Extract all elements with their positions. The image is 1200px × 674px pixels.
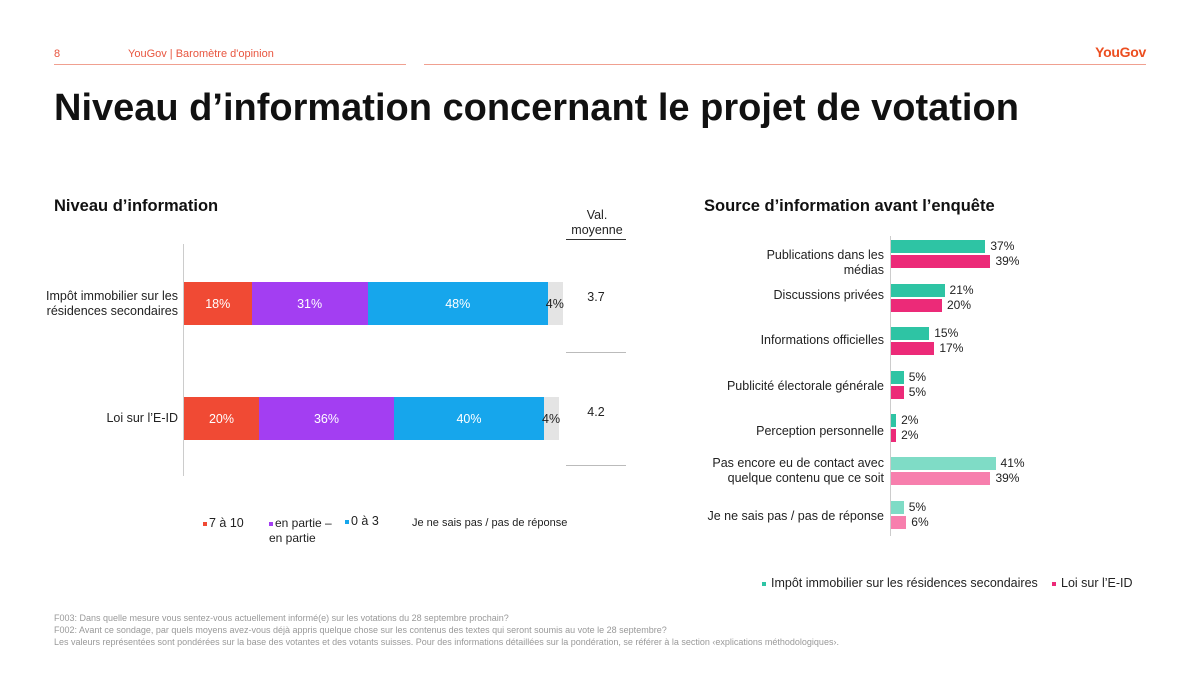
footnote-weighting: Les valeurs représentées sont pondérées … xyxy=(54,637,839,647)
data-label: 5% xyxy=(908,500,927,514)
right-chart-subtitle: Source d’information avant l’enquête xyxy=(704,197,995,215)
category-label: Pas encore eu de contact avec quelque co… xyxy=(712,456,884,485)
bar xyxy=(891,240,986,253)
category-label: Je ne sais pas / pas de réponse xyxy=(707,509,884,523)
bar xyxy=(891,327,930,340)
bar xyxy=(891,501,904,514)
category-label: Discussions privées xyxy=(773,288,884,302)
mean-value: 3.7 xyxy=(587,290,605,304)
legend-swatch xyxy=(762,581,766,586)
category-label: Loi sur l’E-ID xyxy=(106,411,178,425)
legend-label: Loi sur l’E-ID xyxy=(1061,576,1133,590)
row-separator xyxy=(566,352,626,353)
bar-segment: 40% xyxy=(394,397,544,440)
bar xyxy=(891,342,935,355)
bar-segment: 18% xyxy=(184,282,252,325)
data-label: 2% xyxy=(901,413,919,427)
data-label: 20% xyxy=(947,298,972,312)
data-label: 21% xyxy=(949,283,974,297)
data-label: 2% xyxy=(901,428,919,442)
bar xyxy=(891,386,904,399)
legend-label: 7 à 10 xyxy=(209,516,244,530)
bar-segment: 48% xyxy=(367,282,548,325)
legend-swatch xyxy=(345,519,349,524)
row-separator xyxy=(566,465,626,466)
data-label: 37% xyxy=(990,239,1015,253)
data-label: 6% xyxy=(911,515,929,529)
legend-label: Je ne sais pas / pas de réponse xyxy=(412,517,568,529)
right-chart-axis xyxy=(890,236,891,536)
bar xyxy=(891,429,897,442)
footnote-f002: F002: Avant ce sondage, par quels moyens… xyxy=(54,625,667,635)
legend-item: en partie – en partie xyxy=(269,516,341,546)
legend-label: Impôt immobilier sur les résidences seco… xyxy=(771,576,1038,590)
data-label: 17% xyxy=(939,341,964,355)
legend-swatch xyxy=(269,521,273,526)
legend-item: Loi sur l’E-ID xyxy=(1052,576,1133,590)
mean-value-header: Val. moyenne xyxy=(571,208,623,237)
data-label: 39% xyxy=(995,254,1020,268)
bar-segment: 36% xyxy=(259,397,394,440)
bar xyxy=(891,414,897,427)
category-label: Publicité électorale générale xyxy=(726,379,884,393)
page-number: 8 xyxy=(54,48,61,60)
bar-segment: 20% xyxy=(184,397,259,440)
mean-header-underline xyxy=(566,239,626,240)
bar-segment: 31% xyxy=(251,282,368,325)
header-source: YouGov | Baromètre d'opinion xyxy=(128,48,274,60)
legend-item: Je ne sais pas / pas de réponse xyxy=(412,516,582,531)
legend-item: 7 à 10 xyxy=(203,516,263,531)
page-title: Niveau d’information concernant le proje… xyxy=(54,87,1019,129)
bar-segment: 4% xyxy=(545,282,564,325)
bar-segment: 4% xyxy=(542,397,561,440)
legend-label: en partie – en partie xyxy=(269,516,332,545)
bar xyxy=(891,371,904,384)
bar xyxy=(891,472,991,485)
bar xyxy=(891,255,991,268)
footnote-f003: F003: Dans quelle mesure vous sentez-vou… xyxy=(54,613,509,623)
bar xyxy=(891,516,907,529)
legend-item: 0 à 3 xyxy=(345,514,405,529)
data-label: 4% xyxy=(542,411,561,426)
legend-label: 0 à 3 xyxy=(351,514,379,528)
legend-swatch xyxy=(203,521,207,526)
category-label: Perception personnelle xyxy=(756,424,884,438)
data-label: 5% xyxy=(908,370,927,384)
bar xyxy=(891,284,945,297)
category-label: Publications dans les médias xyxy=(766,248,884,277)
mean-value: 4.2 xyxy=(587,405,605,419)
data-label: 4% xyxy=(545,296,564,311)
category-label: Informations officielles xyxy=(760,333,884,347)
left-chart-axis xyxy=(183,244,184,476)
data-label: 15% xyxy=(934,326,959,340)
header-divider-right xyxy=(424,64,1146,65)
legend-item: Impôt immobilier sur les résidences seco… xyxy=(762,576,1038,590)
legend-swatch xyxy=(1052,581,1056,586)
bar xyxy=(891,457,996,470)
header-divider-left xyxy=(54,64,406,65)
left-chart-subtitle: Niveau d’information xyxy=(54,197,219,215)
data-label: 5% xyxy=(908,385,927,399)
data-label: 39% xyxy=(995,471,1020,485)
yougov-logo: YouGov xyxy=(1095,44,1146,60)
data-label: 41% xyxy=(1000,456,1025,470)
bar xyxy=(891,299,942,312)
category-label: Impôt immobilier sur les résidences seco… xyxy=(46,289,178,318)
